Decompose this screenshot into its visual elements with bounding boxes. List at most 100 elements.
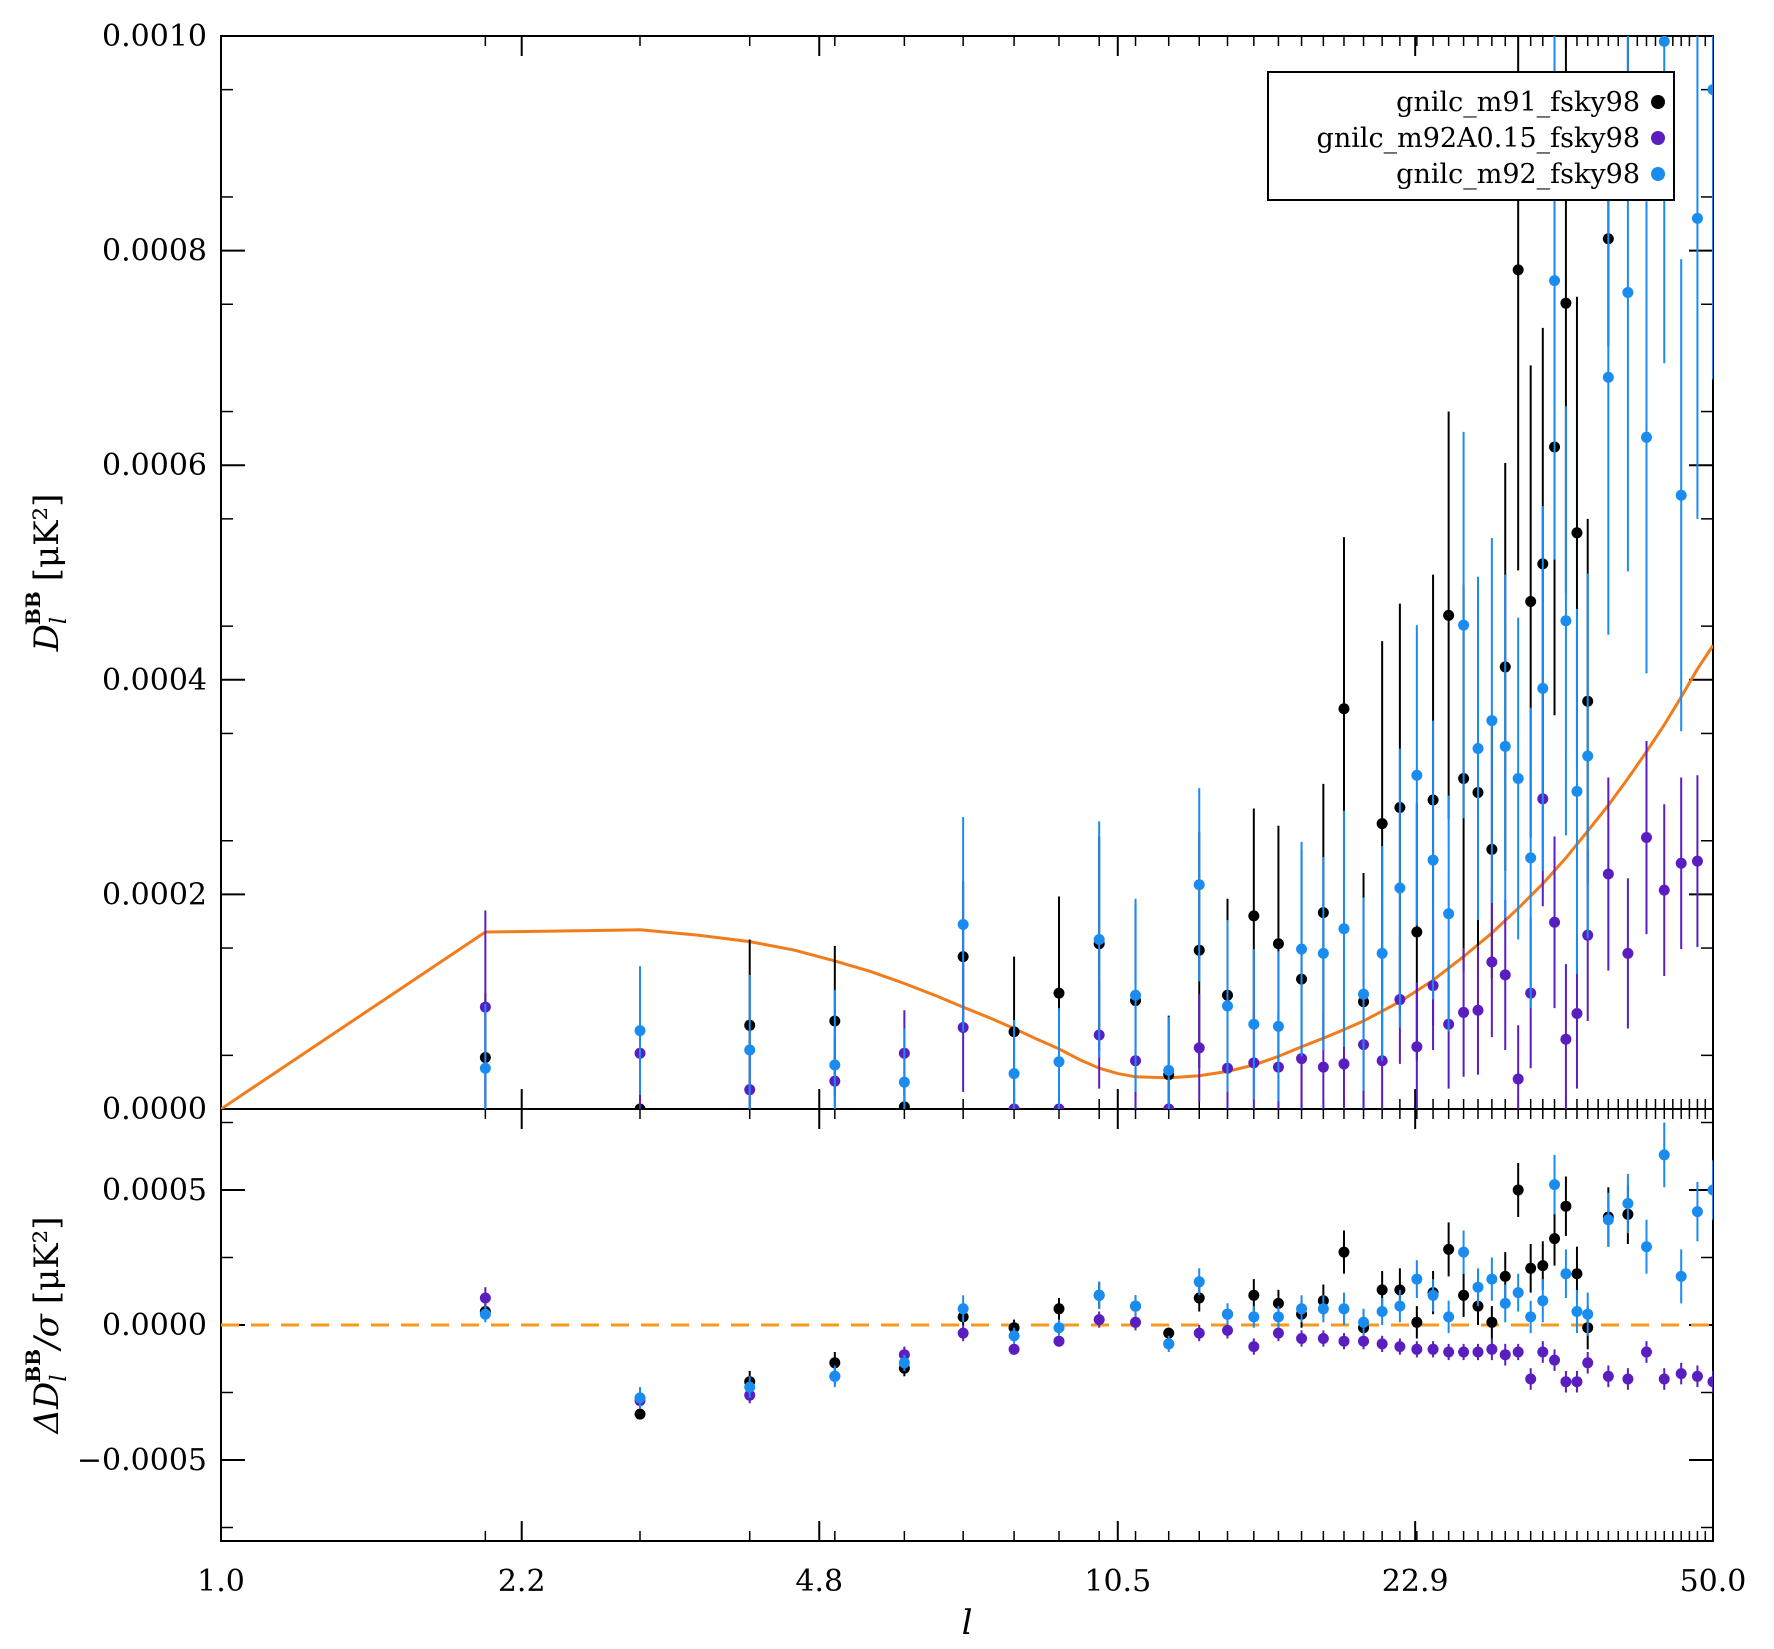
top-data-point (1053, 1056, 1065, 1068)
top-data-point (1499, 740, 1511, 752)
top-data-point (898, 1076, 910, 1088)
bottom-data-point (479, 1308, 491, 1320)
bottom-y-axis-title: ΔDlBB/σ [μK²] (21, 1216, 72, 1435)
bottom-data-point (744, 1381, 756, 1393)
bottom-data-point (1272, 1297, 1284, 1309)
bottom-data-point (1472, 1281, 1484, 1293)
legend-marker (1651, 131, 1665, 145)
top-data-point (1675, 857, 1687, 869)
bottom-data-point (957, 1303, 969, 1315)
bottom-data-point (1394, 1300, 1406, 1312)
bottom-data-point (1163, 1327, 1175, 1339)
bottom-data-point (1317, 1333, 1329, 1344)
bottom-data-point (1499, 1297, 1511, 1309)
bottom-data-point (1675, 1270, 1687, 1282)
top-y-tick-label: 0.0002 (102, 877, 207, 912)
top-data-point (1193, 879, 1205, 891)
bottom-data-point (1499, 1270, 1511, 1282)
top-data-point (1296, 1053, 1308, 1065)
bottom-data-point (1338, 1335, 1350, 1347)
bottom-data-point (1193, 1327, 1205, 1339)
top-data-point (1394, 882, 1406, 894)
top-data-point (1472, 1004, 1484, 1016)
bottom-data-point (1248, 1311, 1260, 1323)
bottom-data-point (634, 1392, 646, 1404)
bottom-data-point (1560, 1268, 1572, 1280)
top-data-point (1658, 884, 1670, 896)
bottom-data-point (1691, 1370, 1703, 1382)
top-data-point (1602, 868, 1614, 880)
bottom-data-point (1093, 1314, 1105, 1326)
bottom-data-point (1602, 1370, 1614, 1382)
top-data-point (1560, 297, 1572, 309)
top-data-point (479, 1062, 491, 1074)
top-data-point (1675, 489, 1687, 501)
bottom-data-point (1130, 1316, 1142, 1328)
bottom-data-point (1560, 1376, 1572, 1388)
bottom-data-point (1549, 1233, 1561, 1245)
top-data-point (1571, 785, 1583, 797)
bottom-data-point (1549, 1354, 1561, 1366)
bottom-data-point (1458, 1346, 1470, 1358)
bottom-y-axis-title-sup: BB (21, 1349, 45, 1383)
bottom-data-point (1499, 1349, 1511, 1361)
top-y-tick-label: 0.0000 (102, 1092, 207, 1127)
bottom-data-point (1512, 1184, 1524, 1196)
bottom-data-point (1675, 1368, 1687, 1380)
top-data-point (1641, 431, 1653, 443)
bottom-data-point (1707, 1184, 1713, 1196)
bottom-data-point (1376, 1306, 1388, 1317)
bottom-data-point (898, 1357, 910, 1369)
top-data-point (1222, 1000, 1234, 1012)
top-data-point (1008, 1068, 1020, 1080)
top-data-point (1499, 969, 1511, 981)
bottom-data-point (1486, 1343, 1498, 1355)
x-tick-label: 4.8 (795, 1564, 843, 1599)
top-data-point (1317, 947, 1329, 959)
bottom-data-point (1537, 1295, 1549, 1307)
top-data-point (1571, 1008, 1583, 1020)
top-data-point (1525, 595, 1537, 607)
bottom-data-point (1376, 1338, 1388, 1350)
top-data-point (1443, 609, 1455, 621)
top-y-axis-title-sup: BB (21, 591, 45, 625)
bottom-data-point (1053, 1303, 1065, 1315)
bottom-data-point (1571, 1268, 1583, 1280)
bottom-data-point (1486, 1316, 1498, 1328)
bottom-y-axis-title-rest: /σ (27, 1313, 67, 1351)
x-tick-label: 1.0 (197, 1564, 245, 1599)
top-y-tick-label: 0.0008 (102, 234, 207, 269)
bottom-data-point (1272, 1311, 1284, 1323)
bottom-data-point (1707, 1376, 1713, 1388)
bottom-data-point (1248, 1341, 1260, 1353)
top-data-point (1549, 275, 1561, 287)
bottom-y-axis-title-main: ΔD (27, 1382, 67, 1436)
axis-labels: 0.0000 0.0002 0.0004 0.0006 0.0008 0.0010 −0.0… (21, 19, 1746, 1643)
bottom-data-point (1222, 1324, 1234, 1336)
bottom-data-point (1358, 1335, 1370, 1347)
top-data-point (1053, 987, 1065, 999)
bottom-data-point (1658, 1373, 1670, 1385)
top-data-point (1272, 938, 1284, 950)
top-data-point (1622, 286, 1634, 298)
top-data-point (1411, 1041, 1423, 1053)
bottom-data-point (1458, 1246, 1470, 1258)
top-data-point (744, 1044, 756, 1056)
bottom-data-point (1443, 1243, 1455, 1255)
bottom-data-point (1525, 1373, 1537, 1385)
top-y-axis-title-unit: [μK²] (27, 494, 67, 582)
legend-box (1267, 71, 1675, 201)
bottom-data-point (1272, 1327, 1284, 1339)
bottom-data-point (1458, 1289, 1470, 1301)
top-data-point (1560, 615, 1572, 627)
bottom-data-point (1443, 1311, 1455, 1323)
top-data-point (1537, 682, 1549, 694)
top-data-point (1512, 1073, 1524, 1085)
top-data-point (1691, 855, 1703, 867)
bottom-data-point (1296, 1303, 1308, 1315)
top-y-tick-label: 0.0004 (102, 663, 207, 698)
top-data-point (1486, 715, 1498, 727)
top-data-point (1560, 1033, 1572, 1045)
bottom-data-point (1358, 1316, 1370, 1328)
